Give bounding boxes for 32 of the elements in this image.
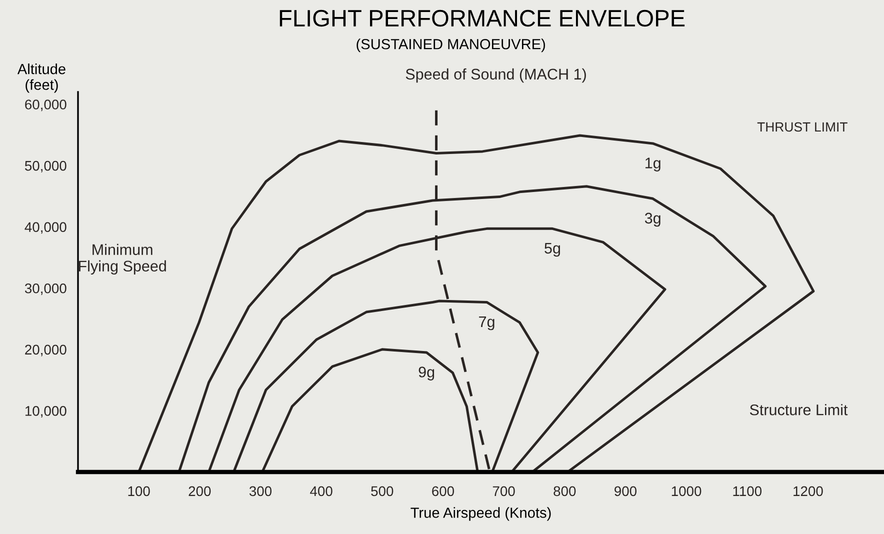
x-tick-label: 1000: [672, 486, 702, 496]
x-tick-label: 1200: [794, 486, 823, 496]
x-tick-label: 500: [371, 486, 394, 496]
x-tick-label: 200: [188, 486, 211, 496]
series-label: 5g: [544, 242, 560, 257]
y-tick-label: 20,000: [25, 344, 66, 356]
y-tick-label: 40,000: [24, 222, 66, 234]
x-tick-label: 1100: [733, 486, 762, 496]
annotation: THRUST LIMIT: [757, 122, 848, 132]
series-label: 7g: [479, 316, 494, 330]
y-axis-title: Altitude (feet): [17, 64, 66, 93]
series-label: 1g: [646, 158, 660, 172]
x-tick-label: 700: [492, 486, 515, 496]
series-label: 3g: [644, 212, 660, 227]
x-tick-label: 900: [614, 486, 637, 496]
x-tick-label: 300: [249, 486, 272, 496]
text: Speed of Sound (MACH 1): [406, 68, 586, 83]
annotation: Structure Limit: [750, 404, 848, 416]
line-series: [261, 348, 479, 472]
y-tick-label: 50,000: [24, 160, 66, 172]
y-tick-label: 10,000: [25, 406, 66, 418]
x-tick-label: 400: [310, 486, 332, 496]
chart-title: FLIGHT PERFORMANCE ENVELOPE: [280, 10, 685, 27]
x-tick-label: 100: [128, 486, 150, 496]
chart-subtitle: (SUSTAINED MANOEUVRE): [356, 38, 546, 52]
x-tick-label: 800: [554, 486, 576, 496]
annotation: Minimum Flying Speed: [79, 244, 166, 275]
series-label: 9g: [418, 366, 434, 380]
y-tick-label: 60,000: [25, 100, 66, 112]
y-tick-label: 30,000: [24, 283, 66, 295]
x-tick-label: 600: [432, 486, 454, 496]
x-axis-title: True Airspeed (Knots): [410, 507, 551, 521]
